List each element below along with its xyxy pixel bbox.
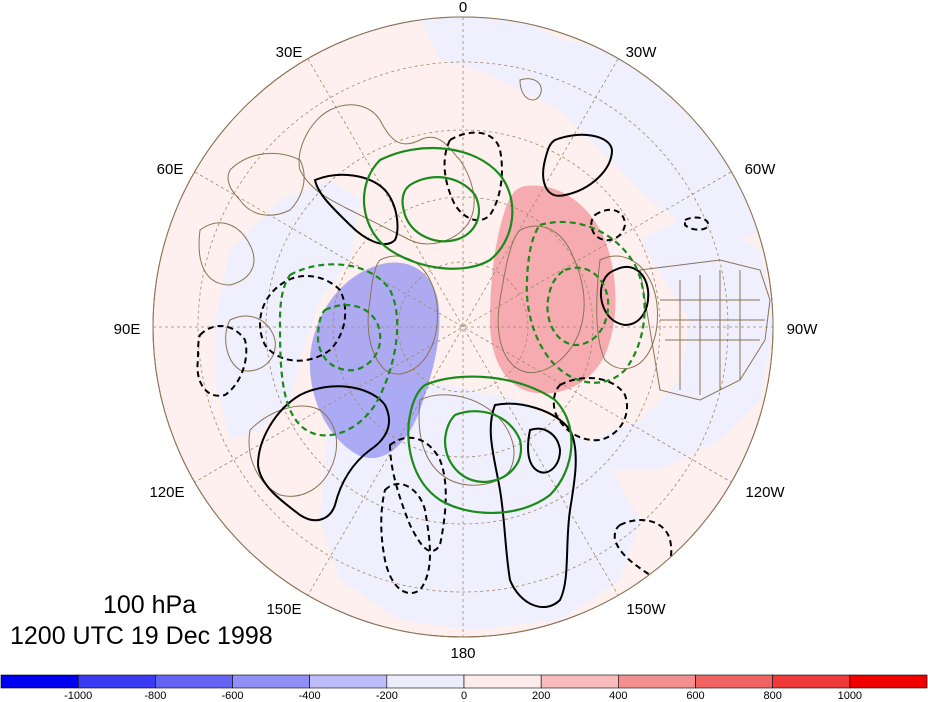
weak-negative-shade-north: [420, 17, 760, 250]
colorbar-label: 800: [763, 690, 781, 702]
colorbar-swatch: [463, 674, 542, 689]
weak-negative-shade-west: [215, 180, 360, 440]
lon-label-150w: 150W: [626, 601, 666, 618]
colorbar-label: 1000: [838, 690, 862, 702]
colorbar-label: -600: [221, 690, 243, 702]
lon-label-90e: 90E: [114, 321, 141, 338]
colorbar-swatch: [695, 674, 773, 689]
black-dashed-contours: [196, 131, 710, 595]
colorbar-label: -1000: [64, 690, 92, 702]
lon-label-30e: 30E: [276, 44, 303, 61]
lon-label-30w: 30W: [626, 44, 658, 61]
weak-negative-shade-east: [590, 210, 773, 470]
colorbar-swatch: [155, 674, 233, 689]
lon-label-120w: 120W: [745, 484, 785, 501]
colorbar-label: -200: [376, 690, 398, 702]
lon-label-90w: 90W: [787, 321, 819, 338]
green-solid-contours: [362, 146, 573, 514]
lon-label-60e: 60E: [157, 161, 184, 178]
lon-label-120e: 120E: [149, 484, 184, 501]
colorbar-label: 400: [609, 690, 627, 702]
colorbar-label: -800: [144, 690, 166, 702]
positive-anomaly-shade: [490, 185, 616, 394]
map-disc: [152, 16, 774, 638]
colorbar-swatch: [772, 674, 851, 689]
colorbar-swatch: [309, 674, 388, 689]
colorbar-swatch: [849, 674, 928, 689]
colorbar-label: 600: [686, 690, 704, 702]
valid-time-title: 1200 UTC 19 Dec 1998: [10, 622, 273, 650]
lon-label-60w: 60W: [745, 161, 777, 178]
longitude-labels: 0 30E 30W 60E 60W 90E 90W 120E 120W 150E…: [114, 0, 819, 662]
colorbar-swatch: [0, 674, 79, 689]
colorbar-label: 200: [532, 690, 550, 702]
colorbar-label: -400: [299, 690, 321, 702]
green-dashed-contours: [278, 220, 646, 437]
negative-anomaly-shade: [309, 262, 440, 458]
colorbar-label: 0: [461, 690, 467, 702]
colorbar: -1000 -800 -600 -400 -200 0 200 400 600 800 1000: [0, 674, 928, 702]
colorbar-swatch: [232, 674, 310, 689]
colorbar-swatch: [386, 674, 465, 689]
lon-label-150e: 150E: [266, 601, 301, 618]
colorbar-swatch: [540, 674, 619, 689]
pressure-level-title: 100 hPa: [103, 591, 197, 619]
colorbar-swatch: [618, 674, 696, 689]
lon-label-180: 180: [450, 645, 475, 662]
colorbar-swatch: [77, 674, 156, 689]
lon-label-0: 0: [459, 0, 467, 16]
graticule: [153, 17, 773, 637]
